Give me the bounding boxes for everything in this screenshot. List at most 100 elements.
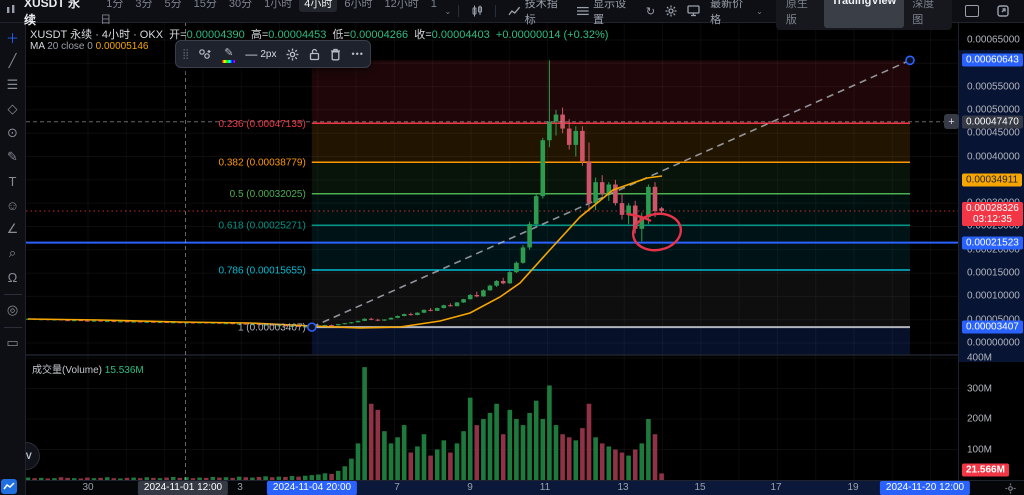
add-alert-plus-button[interactable]: + xyxy=(944,114,959,130)
axis-settings-icon[interactable] xyxy=(1005,483,1016,495)
refresh-icon: ↻ xyxy=(645,5,656,18)
monitor-icon xyxy=(687,5,700,17)
svg-text:0.786 (0.00015655): 0.786 (0.00015655) xyxy=(219,266,306,277)
price-tick: 0.00000000 xyxy=(967,337,1020,349)
trash-icon xyxy=(331,48,341,60)
time-tick: 7 xyxy=(394,482,400,493)
fib-bottom-price-badge: 0.00003407 xyxy=(962,320,1023,334)
price-tick: 0.00005000 xyxy=(967,314,1020,325)
price-axis[interactable]: 0.00065000 0.00055000 0.00050000 0.00045000… xyxy=(944,22,1024,480)
toolbar-divider xyxy=(458,5,460,17)
hide-drawings-icon[interactable]: ◎ xyxy=(6,302,19,317)
view-tab-原生版[interactable]: 原生版 xyxy=(785,0,808,26)
brush-tool-icon[interactable]: ✎ xyxy=(7,149,18,164)
fib-tool-icon[interactable]: ☰ xyxy=(6,77,19,92)
pattern-tool-icon[interactable]: ◇ xyxy=(7,101,18,116)
view-tab-深度图[interactable]: 深度图 xyxy=(912,0,935,26)
time-tick: 11 xyxy=(539,482,551,493)
trendline-tool-icon[interactable]: ╱ xyxy=(8,53,17,68)
timeframe-caret-icon[interactable]: ⌄ xyxy=(444,6,452,16)
last-price-badge: 0.00028326 03:12:35 xyxy=(962,201,1023,226)
time-tick: 9 xyxy=(467,482,473,493)
svg-text:0.236 (0.00047135): 0.236 (0.00047135) xyxy=(219,119,306,130)
timeframe-6小时[interactable]: 6小时 xyxy=(344,0,373,10)
indicators-button[interactable]: 技术指标 xyxy=(503,0,572,29)
text-tool-icon[interactable]: T xyxy=(8,173,17,189)
timeframe-1分[interactable]: 1分 xyxy=(106,0,124,10)
latest-price-dropdown[interactable]: 最新价格 ⌄ xyxy=(710,0,763,26)
chart-settings-button[interactable] xyxy=(660,3,682,19)
volume-tick: 200M xyxy=(967,413,993,425)
candlestick-style-icon xyxy=(472,5,483,17)
toolbar-divider xyxy=(3,294,22,295)
chart-shortcut-button[interactable] xyxy=(1,479,17,494)
drawing-toolbar: ＋ ╱ ☰ ◇ ⊙ ✎ T ☺ ∠ ⌕ Ω ◎ ▭ xyxy=(0,22,26,495)
delete-drawing-button[interactable] xyxy=(330,48,341,61)
emoji-tool-icon[interactable]: ☺ xyxy=(5,197,20,213)
forecast-tool-icon[interactable]: ⊙ xyxy=(7,125,18,140)
color-picker-button[interactable]: ✎ xyxy=(222,46,236,63)
time-tick: 17 xyxy=(770,482,782,493)
list-icon xyxy=(577,6,590,16)
price-tick: 0.00020000 xyxy=(967,244,1020,256)
time-axis[interactable]: 30 3 7 9 11 13 15 17 19 2024-11-01 12:00 2024-11-0… xyxy=(0,480,1024,495)
timeframe-30分[interactable]: 30分 xyxy=(228,0,253,10)
popout-icon xyxy=(997,5,1009,17)
color-gradient-bar xyxy=(222,59,236,63)
view-tab-TradingView[interactable]: TradingView xyxy=(823,0,905,28)
multi-screen-button[interactable] xyxy=(682,3,705,19)
fullscreen-button[interactable] xyxy=(960,3,984,19)
svg-text:0.5 (0.00032025): 0.5 (0.00032025) xyxy=(230,189,306,200)
timeframe-5分[interactable]: 5分 xyxy=(164,0,182,10)
ma-legend[interactable]: MA 20 close 0 0.00005146 xyxy=(30,41,149,52)
display-settings-button[interactable]: 显示设置 xyxy=(572,0,640,29)
ma-value: 0.00005146 xyxy=(95,41,149,52)
price-tick: 0.00045000 xyxy=(967,127,1020,139)
timeframe-1日[interactable]: 1日 xyxy=(100,0,437,26)
range-end-date-badge: 2024-11-20 12:00 xyxy=(879,481,971,495)
drawing-settings-button[interactable] xyxy=(286,48,299,61)
chart-legend[interactable]: XUSDT 永续 · 4小时 · OKX 开=0.00004390 高=0.00… xyxy=(30,29,609,41)
price-tick: 0.00065000 xyxy=(967,34,1020,46)
symbol-menu-icon[interactable] xyxy=(6,4,16,19)
price-tick: 0.00040000 xyxy=(967,151,1020,163)
measure-tool-icon[interactable]: ∠ xyxy=(6,221,19,236)
timeframe-3分[interactable]: 3分 xyxy=(135,0,153,10)
style-template-button[interactable] xyxy=(198,48,212,60)
popout-button[interactable] xyxy=(992,3,1014,19)
timeframe-12小时[interactable]: 12小时 xyxy=(384,0,419,10)
line-width-button[interactable]: — 2px xyxy=(245,47,277,61)
timeframe-4小时[interactable]: 4小时 xyxy=(299,0,338,12)
line-chart-icon xyxy=(3,482,15,490)
crosshair-date-badge: 2024-11-01 12:00 xyxy=(137,481,229,495)
line-icon: — xyxy=(245,47,258,61)
zoom-tool-icon[interactable]: ⌕ xyxy=(8,245,17,260)
timeframe-15分[interactable]: 15分 xyxy=(193,0,217,10)
top-toolbar: XUSDT 永续 1分 3分 5分 15分 30分 1小时 4小时 6小时 12小时 1日 ⌄ 技… xyxy=(0,0,1024,30)
price-tick: 0.00015000 xyxy=(967,267,1020,279)
drag-handle[interactable]: ⣿ xyxy=(182,48,189,60)
lock-drawing-button[interactable] xyxy=(309,48,320,61)
crosshair-icon[interactable]: ＋ xyxy=(5,30,19,46)
chart-style-button[interactable] xyxy=(466,3,488,19)
change-value: +0.00000014 (+0.32%) xyxy=(495,29,609,41)
crosshair-price-badge: 0.00047470 xyxy=(962,115,1023,129)
timeframe-1小时[interactable]: 1小时 xyxy=(264,0,293,10)
time-tick: 13 xyxy=(617,482,629,493)
close-value: 0.00004403 xyxy=(431,29,490,41)
price-tick: 0.00050000 xyxy=(967,104,1020,116)
magnet-tool-icon[interactable]: Ω xyxy=(7,269,18,285)
delete-drawings-icon[interactable]: ▭ xyxy=(6,335,19,350)
volume-legend[interactable]: 成交量(Volume) 15.536M xyxy=(32,365,144,376)
high-value: 0.00004453 xyxy=(268,29,327,41)
gear-icon xyxy=(286,48,299,60)
symbol-name[interactable]: XUSDT 永续 xyxy=(24,0,81,27)
open-value: 0.00004390 xyxy=(186,29,245,41)
volume-tick: 100M xyxy=(967,444,993,455)
time-tick: 15 xyxy=(694,482,706,493)
more-options-button[interactable]: ••• xyxy=(351,49,364,59)
refresh-button[interactable]: ↻ xyxy=(641,3,660,20)
low-value: 0.00004266 xyxy=(349,29,409,41)
